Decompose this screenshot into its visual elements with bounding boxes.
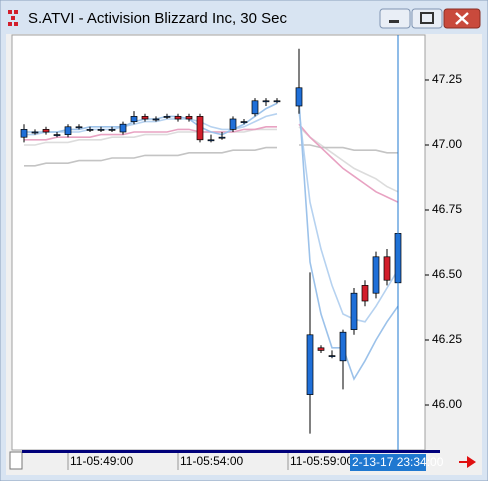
scroll-right-arrow[interactable] bbox=[459, 456, 476, 468]
candle-body bbox=[97, 129, 105, 131]
candle-body bbox=[20, 129, 28, 138]
candle-body bbox=[53, 134, 61, 136]
y-tick-label: 46.25 bbox=[432, 332, 462, 346]
candle-body bbox=[185, 116, 193, 120]
candle-body bbox=[218, 136, 226, 139]
candle-body bbox=[273, 100, 281, 103]
candle-body bbox=[174, 116, 182, 120]
candle-body bbox=[295, 87, 303, 107]
x-tick-label: 11-05:59:00 bbox=[290, 454, 353, 468]
candle-body bbox=[372, 256, 380, 294]
scroll-box[interactable] bbox=[9, 451, 23, 470]
time-axis-bar bbox=[22, 450, 440, 453]
y-tick-label: 47.00 bbox=[432, 137, 462, 151]
close-button[interactable] bbox=[443, 8, 481, 29]
candle-body bbox=[306, 334, 314, 395]
candle-body bbox=[317, 347, 325, 351]
cursor-label: 2-13-17 23:34:00 bbox=[352, 455, 444, 469]
maximize-button[interactable] bbox=[411, 8, 443, 29]
cursor-label-bg bbox=[350, 454, 426, 471]
candle-body bbox=[207, 139, 215, 142]
candle-body bbox=[75, 126, 83, 129]
x-tick-label: 11-05:54:00 bbox=[180, 454, 243, 468]
app-icon bbox=[8, 10, 18, 26]
candle-body bbox=[119, 123, 127, 133]
window-title: S.ATVI - Activision Blizzard Inc, 30 Sec bbox=[28, 10, 287, 27]
candle-body bbox=[240, 121, 248, 123]
candle-body bbox=[42, 129, 50, 133]
moving-average-line bbox=[24, 144, 398, 167]
x-tick-label: 11-05:49:00 bbox=[70, 454, 133, 468]
candle-body bbox=[64, 126, 72, 135]
candle-body bbox=[196, 116, 204, 141]
y-tick-label: 46.75 bbox=[432, 202, 462, 216]
moving-average-line bbox=[24, 123, 399, 203]
candle-body bbox=[86, 129, 94, 131]
candle-body bbox=[229, 118, 237, 130]
candle-body bbox=[262, 100, 270, 103]
candle-body bbox=[328, 355, 336, 357]
candle-body bbox=[130, 116, 138, 122]
candle-body bbox=[141, 116, 149, 120]
y-tick-label: 46.50 bbox=[432, 267, 462, 281]
candle-body bbox=[251, 100, 259, 115]
y-tick-label: 47.25 bbox=[432, 72, 462, 86]
minimize-button[interactable] bbox=[379, 8, 411, 29]
candle-body bbox=[361, 285, 369, 302]
candle-body bbox=[383, 256, 391, 281]
y-tick-label: 46.00 bbox=[432, 397, 462, 411]
candle-body bbox=[339, 331, 347, 362]
candle-body bbox=[163, 116, 171, 118]
candle-body bbox=[350, 292, 358, 330]
candle-body bbox=[108, 129, 116, 131]
candle-body bbox=[152, 118, 160, 121]
candle-body bbox=[31, 131, 39, 134]
plot-area bbox=[11, 34, 426, 451]
